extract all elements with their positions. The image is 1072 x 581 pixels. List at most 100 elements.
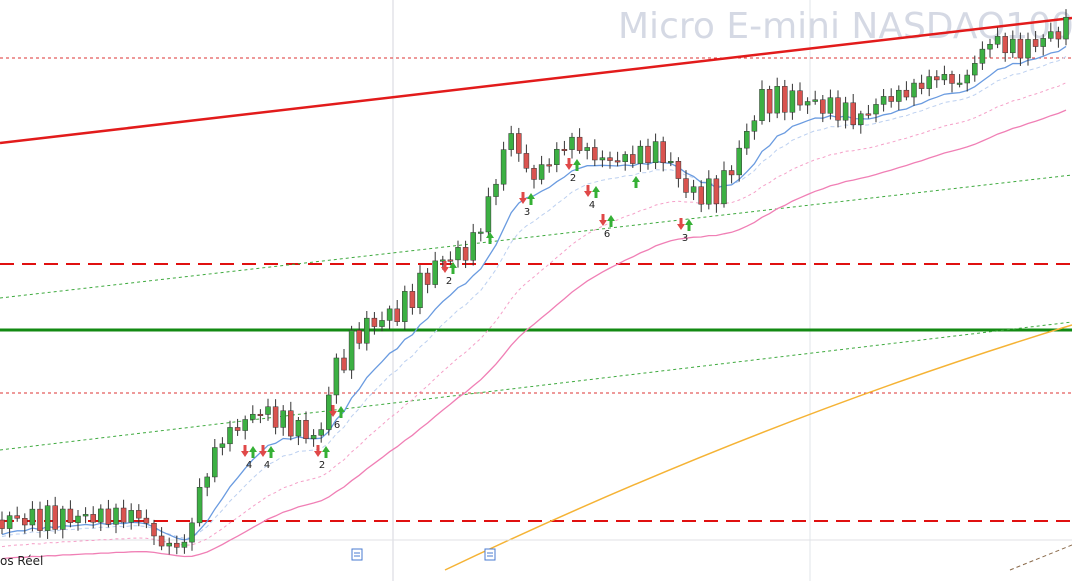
candle-body <box>706 178 712 205</box>
candle-body <box>728 170 735 176</box>
candle-body <box>789 90 796 113</box>
candle-body <box>67 508 74 523</box>
candle-body <box>675 161 682 179</box>
candle-body <box>736 147 742 176</box>
candle-body <box>523 153 530 169</box>
candle-body <box>128 510 134 523</box>
candle-body <box>204 476 210 488</box>
candle-body <box>554 148 560 165</box>
candle-body <box>744 131 750 149</box>
candle-body <box>888 96 894 102</box>
candle-body <box>341 357 347 371</box>
footer-label: os Réel <box>0 554 43 568</box>
candle-body <box>196 486 203 524</box>
candle-body <box>280 410 286 428</box>
candle-body <box>272 406 279 428</box>
candle-body <box>576 136 583 151</box>
candle-body <box>257 413 264 416</box>
candle-body <box>310 435 317 439</box>
candle-body <box>394 308 400 322</box>
candle-body <box>113 507 119 525</box>
candle-body <box>90 514 96 523</box>
sell-arrow <box>677 218 685 230</box>
candle-body <box>835 97 841 121</box>
buy-arrow <box>632 176 640 188</box>
signal-count: 2 <box>319 460 325 471</box>
candle-body <box>994 36 1001 45</box>
candle-body <box>911 82 917 98</box>
candle-body <box>652 141 659 164</box>
candle-body <box>827 97 834 114</box>
candle-body <box>972 63 978 76</box>
candle-body <box>60 508 66 530</box>
candle-body <box>98 508 104 523</box>
candle-body <box>303 420 309 439</box>
candle-body <box>1017 38 1024 59</box>
candle-body <box>189 522 195 543</box>
candle-body <box>174 542 180 548</box>
buy-arrow <box>527 193 535 205</box>
candle-body <box>37 508 43 531</box>
candle-body <box>432 260 438 285</box>
candle-body <box>592 147 598 161</box>
buy-arrow <box>267 446 275 458</box>
candle-body <box>6 515 13 529</box>
candle-body <box>964 74 970 84</box>
candle-body <box>569 136 575 150</box>
candle-body <box>181 541 188 548</box>
candles <box>0 9 1069 555</box>
candle-body <box>371 317 378 327</box>
candle-body <box>713 178 720 205</box>
note-icon <box>351 548 363 561</box>
moving-average <box>1 45 1067 541</box>
moving-average <box>1 109 1067 560</box>
candle-body <box>348 330 355 371</box>
sell-arrow <box>584 185 592 197</box>
candle-body <box>546 164 552 167</box>
candle-body <box>44 505 51 531</box>
candle-body <box>683 178 689 193</box>
candle-body <box>22 518 28 526</box>
signal-count: 4 <box>246 460 252 471</box>
candle-body <box>759 89 765 121</box>
candle-body <box>858 113 864 125</box>
sell-arrow <box>441 261 449 273</box>
candle-body <box>356 330 362 344</box>
candle-body <box>424 272 431 285</box>
candle-body <box>234 427 241 431</box>
candle-body <box>1032 39 1039 47</box>
candle-body <box>607 157 613 161</box>
candle-body <box>143 517 150 524</box>
candle-body <box>797 90 803 106</box>
candle-body <box>637 145 644 164</box>
candle-body <box>379 320 385 327</box>
candle-body <box>417 272 423 308</box>
candle-body <box>364 317 370 344</box>
sell-arrow <box>519 192 527 204</box>
signal-count: 6 <box>604 229 610 240</box>
signal-count: 2 <box>446 276 452 287</box>
candle-body <box>622 154 628 162</box>
candle-body <box>166 542 172 547</box>
candle-body <box>873 104 879 115</box>
candle-body <box>614 160 621 163</box>
buy-arrow <box>685 219 693 231</box>
candle-body <box>250 413 256 420</box>
indicators <box>1 45 1067 560</box>
candle-body <box>333 357 340 396</box>
candle-body <box>698 186 704 205</box>
candle-body <box>462 247 469 261</box>
candle-body <box>75 515 81 523</box>
candle-body <box>774 86 780 114</box>
candle-body <box>1010 38 1016 54</box>
sell-arrow <box>599 214 607 226</box>
sell-arrow <box>259 445 267 457</box>
candle-body <box>158 535 165 547</box>
candle-body <box>447 259 454 262</box>
candle-body <box>1025 39 1031 59</box>
candle-body <box>1055 31 1062 40</box>
moving-average <box>444 324 1072 571</box>
